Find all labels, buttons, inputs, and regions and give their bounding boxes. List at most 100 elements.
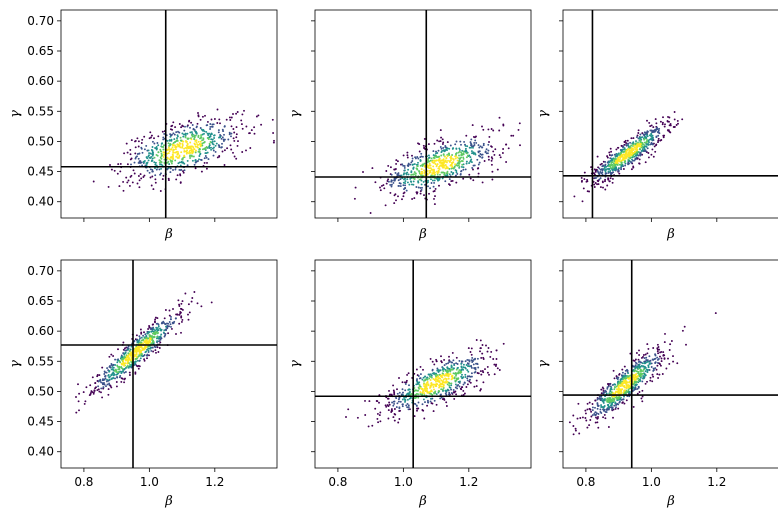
data-point	[422, 398, 425, 401]
data-point	[602, 186, 604, 189]
data-point	[156, 332, 159, 335]
data-point	[158, 161, 161, 164]
data-point	[437, 389, 440, 392]
data-point	[660, 360, 663, 363]
data-point	[409, 391, 411, 393]
data-point	[594, 406, 596, 409]
data-point	[650, 135, 653, 138]
data-point	[458, 385, 461, 388]
data-point	[404, 398, 407, 401]
data-point	[125, 142, 128, 145]
data-point	[643, 144, 646, 147]
data-point	[186, 149, 189, 152]
data-point	[472, 168, 474, 171]
data-point	[379, 420, 382, 423]
data-point	[395, 199, 397, 202]
data-point	[395, 162, 398, 165]
data-point	[616, 155, 619, 158]
data-point	[673, 111, 676, 113]
data-point	[369, 212, 372, 214]
data-point	[654, 367, 657, 370]
data-point	[417, 157, 420, 160]
data-point	[138, 335, 141, 338]
data-point	[401, 198, 403, 201]
data-point	[423, 392, 426, 395]
data-point	[419, 164, 422, 167]
data-point	[465, 162, 468, 165]
data-point	[250, 129, 253, 132]
data-point	[640, 356, 643, 359]
data-point	[634, 384, 637, 386]
data-point	[387, 417, 390, 420]
data-point	[383, 187, 386, 190]
data-point	[398, 391, 401, 394]
data-point	[433, 190, 436, 192]
data-point	[170, 148, 173, 151]
data-point	[628, 381, 630, 384]
data-point	[78, 392, 81, 395]
data-point	[612, 369, 615, 372]
data-point	[594, 421, 597, 424]
data-point	[470, 365, 473, 368]
data-point	[168, 148, 171, 151]
data-point	[612, 171, 615, 174]
data-point	[122, 370, 124, 373]
data-point	[593, 173, 596, 176]
data-point	[488, 141, 490, 143]
data-point	[602, 160, 605, 163]
data-point	[655, 143, 658, 146]
data-point	[419, 393, 422, 396]
data-point	[180, 316, 183, 319]
data-point	[222, 130, 225, 133]
data-point	[652, 126, 655, 129]
data-point	[623, 156, 626, 159]
data-point	[191, 135, 194, 138]
data-point	[410, 393, 413, 395]
y-axis-label: γ	[288, 360, 303, 368]
data-point	[189, 131, 192, 134]
data-point	[606, 397, 609, 400]
data-point	[221, 150, 224, 153]
data-point	[110, 386, 113, 389]
data-point	[473, 358, 475, 361]
data-point	[615, 148, 618, 151]
data-point	[108, 370, 111, 373]
data-point	[190, 131, 193, 134]
data-point	[92, 180, 95, 183]
data-point	[647, 366, 650, 369]
data-point	[466, 375, 469, 378]
data-point	[622, 391, 625, 394]
data-point	[436, 139, 439, 142]
data-point	[454, 155, 457, 158]
data-point	[422, 368, 424, 371]
data-point	[423, 137, 426, 140]
data-point	[441, 388, 444, 391]
data-point	[482, 358, 485, 360]
data-point	[230, 132, 233, 135]
data-point	[441, 380, 444, 383]
data-point	[623, 402, 626, 405]
data-point	[477, 172, 480, 175]
data-point	[455, 356, 458, 359]
scatter-panel-3: βγ	[536, 9, 778, 242]
data-point	[630, 137, 633, 140]
data-point	[452, 171, 455, 174]
data-point	[421, 155, 424, 158]
data-point	[401, 381, 404, 384]
data-point	[384, 404, 387, 407]
data-point	[596, 155, 599, 158]
data-point	[412, 183, 415, 186]
data-point	[470, 146, 472, 149]
data-point	[108, 382, 111, 385]
data-point	[614, 386, 616, 389]
data-point	[172, 308, 174, 310]
data-point	[137, 140, 140, 143]
data-point	[171, 146, 174, 149]
data-point	[112, 363, 115, 366]
data-point	[103, 383, 106, 386]
data-point	[448, 178, 451, 181]
x-tick-label: 1.0	[140, 475, 159, 489]
data-point	[149, 346, 152, 349]
data-point	[439, 382, 442, 385]
data-point	[116, 375, 118, 378]
